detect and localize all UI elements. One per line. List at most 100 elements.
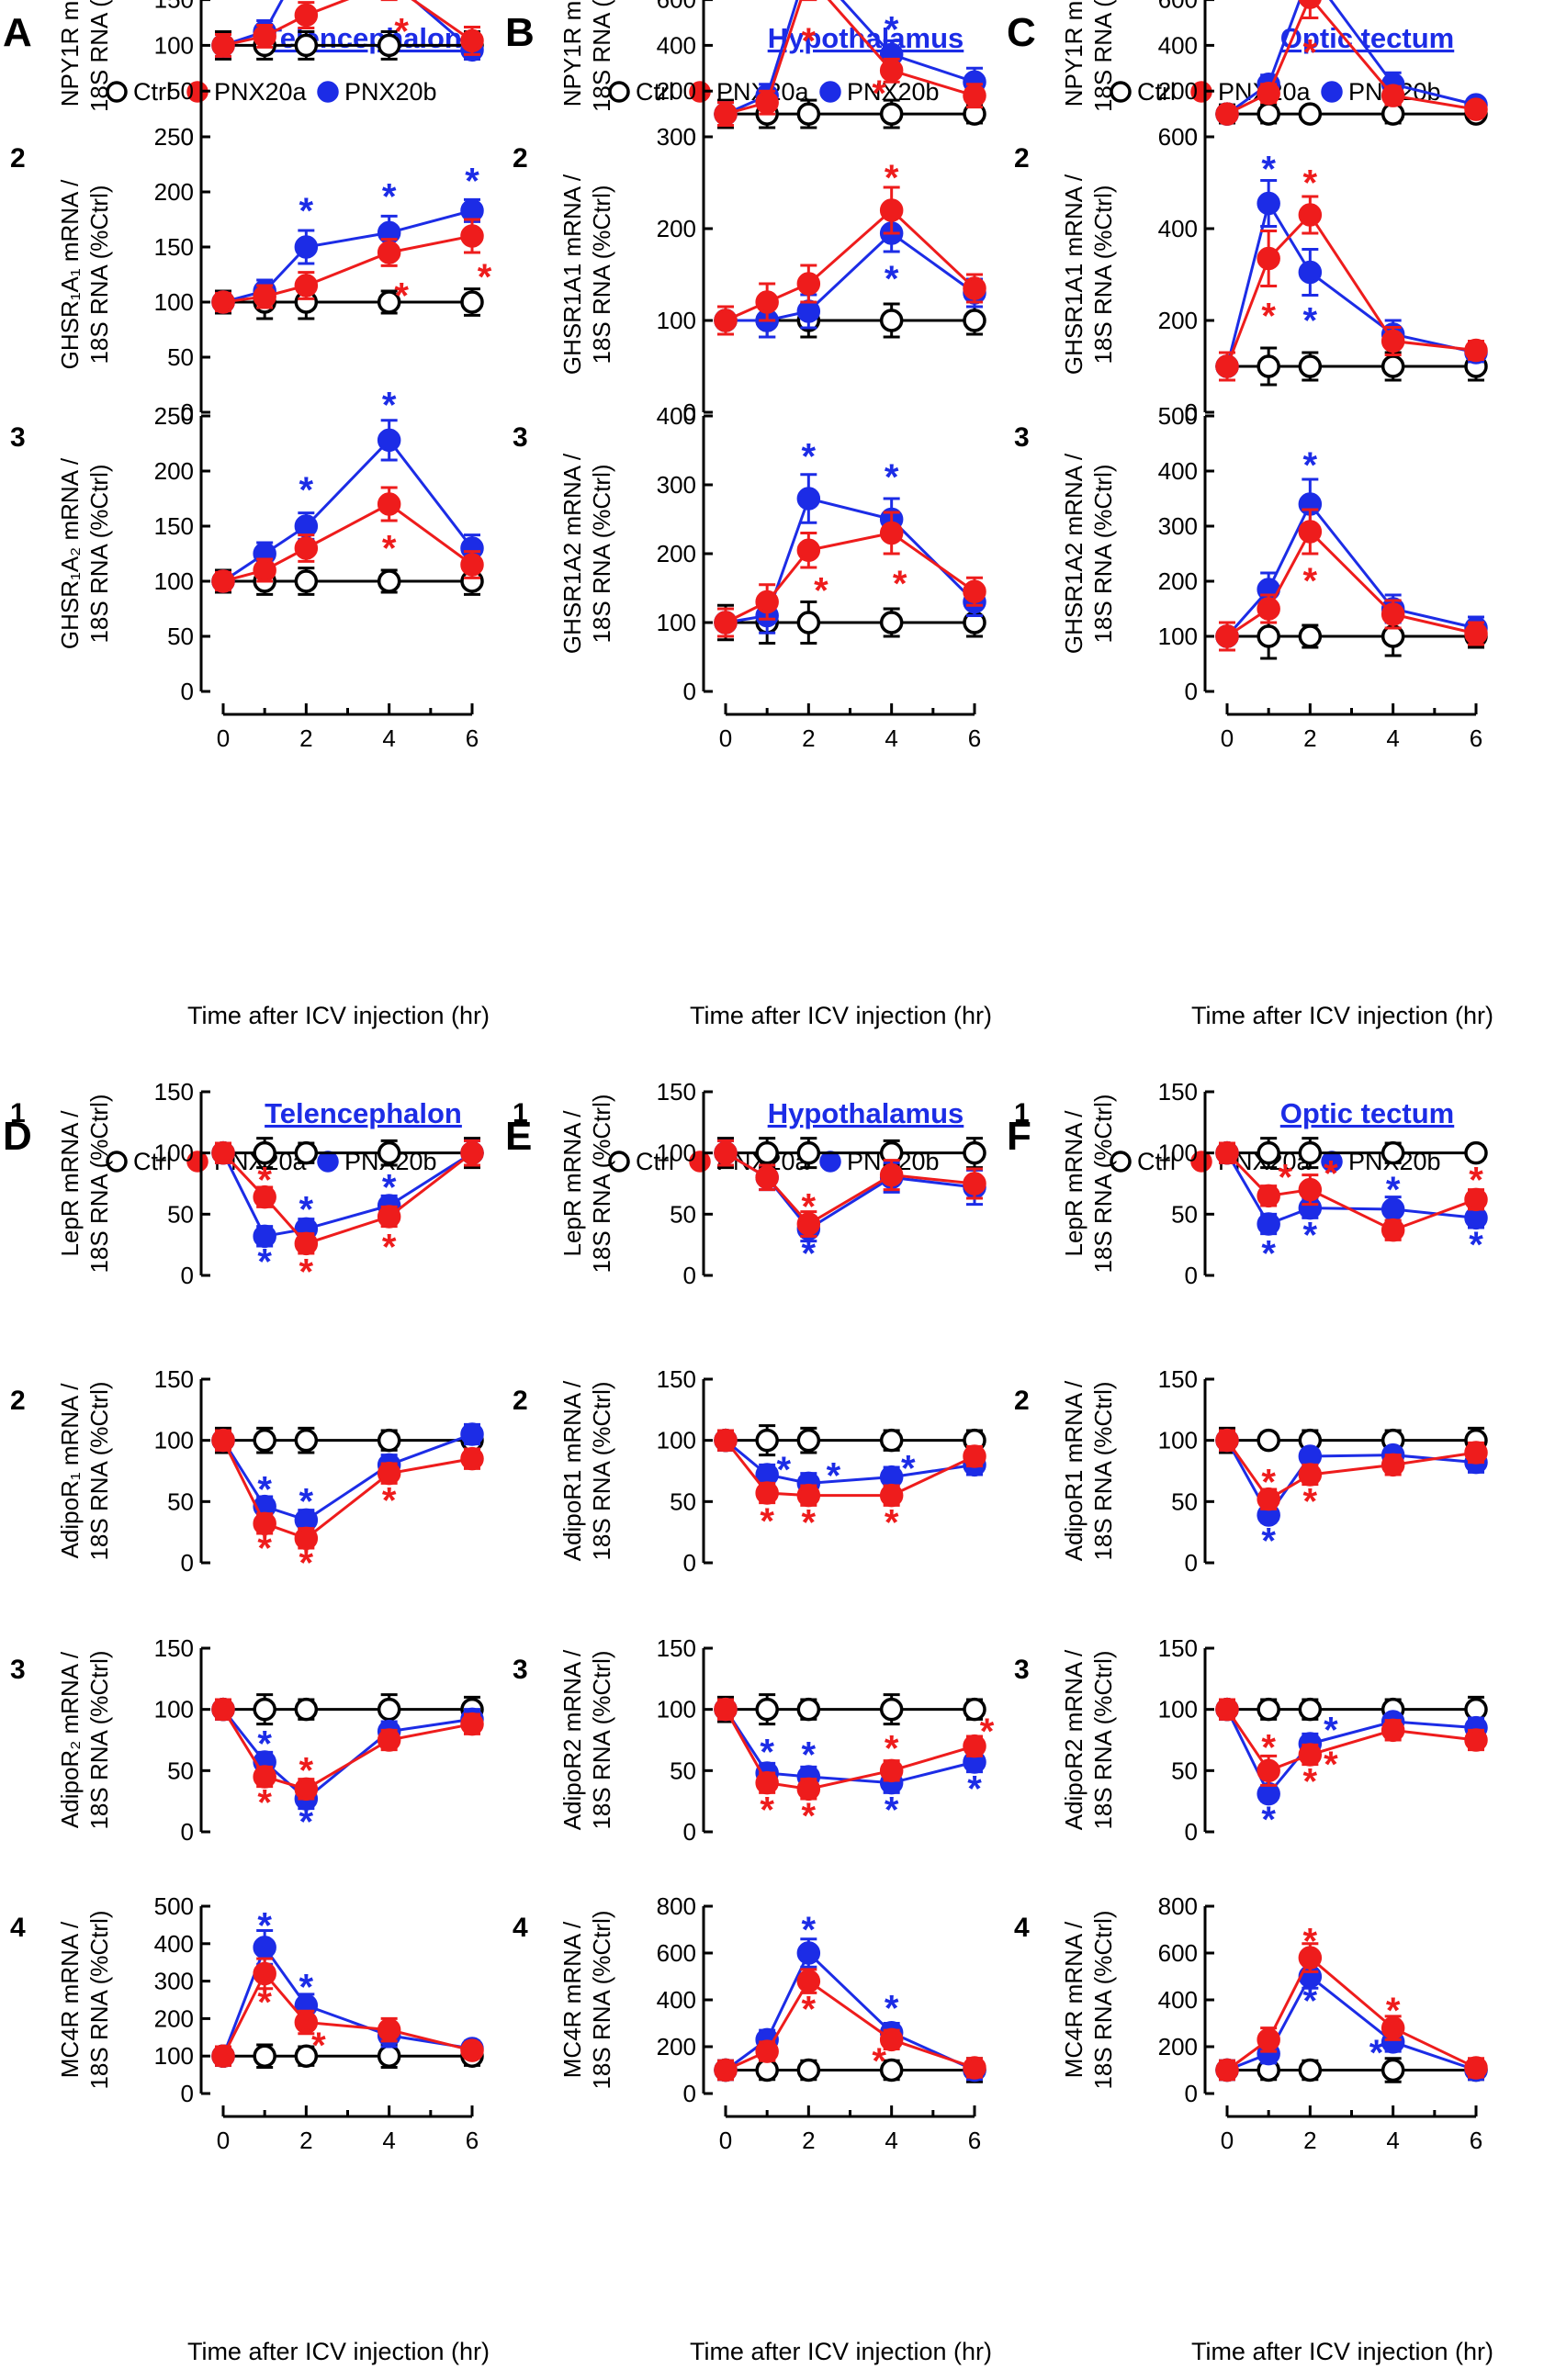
data-point: [1215, 1140, 1239, 1165]
data-point: [294, 1231, 319, 1256]
series-pnx20b: *: [1215, 445, 1488, 652]
x-tick-label: 0: [217, 2127, 230, 2154]
data-point: [796, 272, 821, 296]
data-point: [1464, 338, 1488, 363]
data-point: [1298, 203, 1323, 227]
significance-star: *: [802, 21, 817, 62]
panel-E: EHypothalamusCtrlPNX20aPNX20b1050100150L…: [505, 1078, 995, 2365]
series-pnx20a: **: [211, 1957, 484, 2068]
x-tick-label: 6: [1470, 2127, 1482, 2154]
y-axis-label: NPY1R mRNA /18S RNA (%Ctrl): [56, 0, 113, 112]
y-tick-label: 50: [670, 1200, 696, 1228]
y-tick-label: 400: [1158, 1986, 1198, 2014]
y-tick-label: 0: [1185, 123, 1198, 151]
data-point: [879, 1697, 904, 1722]
data-point: [294, 514, 319, 538]
series-pnx20a: *: [211, 0, 484, 58]
data-point: [1381, 1140, 1405, 1165]
region-title: Optic tectum: [1280, 1097, 1454, 1129]
x-tick-label: 2: [299, 2127, 312, 2154]
y-axis-label: AdipoR1 mRNA /18S RNA (%Ctrl): [558, 1380, 615, 1561]
y-axis-label: AdipoR2 mRNA /18S RNA (%Ctrl): [558, 1649, 615, 1830]
data-point: [796, 1483, 821, 1508]
y-axis-label: GHSR₁A₂ mRNA /18S RNA (%Ctrl): [56, 457, 113, 649]
significance-star: *: [1303, 1482, 1318, 1522]
y-tick-label: 0: [181, 2080, 194, 2107]
series-pnx20a: **: [714, 511, 986, 638]
y-tick-label: 200: [657, 540, 696, 567]
y-axis-label-line2: 18S RNA (%Ctrl): [85, 464, 113, 643]
data-point: [1464, 2056, 1488, 2080]
y-tick-label: 400: [1158, 215, 1198, 242]
significance-star: *: [257, 1160, 272, 1200]
series-pnx20a: **: [1215, 163, 1488, 382]
legend-label-pnx20a: PNX20a: [214, 78, 308, 106]
significance-star: *: [299, 1543, 314, 1583]
data-point: [963, 1734, 986, 1758]
series-pnx20a: *: [1215, 0, 1488, 126]
region-title: Hypothalamus: [768, 1097, 964, 1129]
data-point: [294, 1140, 319, 1165]
data-point: [1215, 624, 1239, 648]
series-pnx20b: **: [211, 386, 484, 593]
significance-star: *: [1303, 1922, 1318, 1962]
significance-star: *: [299, 1482, 314, 1522]
data-point: [377, 1728, 401, 1752]
y-tick-label: 150: [657, 1078, 696, 1106]
x-tick-label: 6: [968, 2127, 981, 2154]
y-tick-label: 400: [1158, 31, 1198, 59]
significance-star: *: [257, 1528, 272, 1568]
y-tick-label: 50: [167, 343, 194, 371]
y-axis-label: AdipoR1 mRNA /18S RNA (%Ctrl): [1060, 1380, 1117, 1561]
y-axis-label-line1: LepR mRNA /: [56, 1110, 84, 1257]
y-tick-label: 200: [1158, 77, 1198, 105]
data-point: [796, 1428, 821, 1453]
y-tick-label: 100: [1158, 1139, 1198, 1167]
significance-star: *: [980, 1712, 995, 1752]
y-axis-label-line2: 18S RNA (%Ctrl): [1089, 1094, 1117, 1273]
significance-star: *: [967, 1769, 982, 1810]
y-tick-label: 400: [657, 1986, 696, 2014]
subplot-number: 2: [1014, 143, 1030, 174]
data-point: [1215, 1697, 1239, 1722]
panel-letter: F: [1007, 1114, 1031, 1159]
y-tick-label: 0: [181, 678, 194, 705]
data-point: [1298, 2058, 1323, 2082]
significance-star: *: [1386, 1170, 1401, 1210]
y-axis-label-line2: 18S RNA (%Ctrl): [588, 0, 615, 112]
data-point: [714, 1140, 738, 1165]
data-point: [879, 2058, 904, 2082]
y-tick-label: 200: [1158, 567, 1198, 595]
significance-star: *: [465, 162, 479, 202]
data-point: [377, 1697, 401, 1722]
significance-star: *: [257, 1782, 272, 1823]
data-point: [796, 1969, 821, 1993]
data-point: [294, 2010, 319, 2035]
y-axis-label: GHSR₁A₁ mRNA /18S RNA (%Ctrl): [56, 179, 113, 370]
y-axis-label-line1: NPY1R mRNA /: [558, 0, 586, 107]
significance-star: *: [394, 275, 409, 316]
x-tick-label: 0: [1221, 2127, 1234, 2154]
subplot-number: 3: [1014, 422, 1030, 453]
y-tick-label: 50: [1171, 1757, 1198, 1784]
y-tick-label: 100: [1158, 1427, 1198, 1454]
data-point: [1381, 354, 1405, 378]
series-pnx20a: **: [1215, 1428, 1488, 1522]
y-tick-label: 50: [167, 623, 194, 650]
y-tick-label: 500: [1158, 402, 1198, 430]
data-point: [1381, 329, 1405, 354]
data-point: [377, 241, 401, 264]
y-tick-label: 50: [670, 1488, 696, 1515]
significance-star: *: [382, 1480, 397, 1521]
significance-star: *: [872, 2041, 886, 2082]
significance-star: *: [802, 436, 817, 477]
data-point: [253, 2044, 276, 2068]
data-point: [1257, 1184, 1280, 1208]
x-tick-label: 2: [1303, 724, 1316, 752]
data-point: [294, 536, 319, 560]
data-point: [211, 1697, 235, 1722]
subplot-number: 2: [513, 143, 528, 174]
